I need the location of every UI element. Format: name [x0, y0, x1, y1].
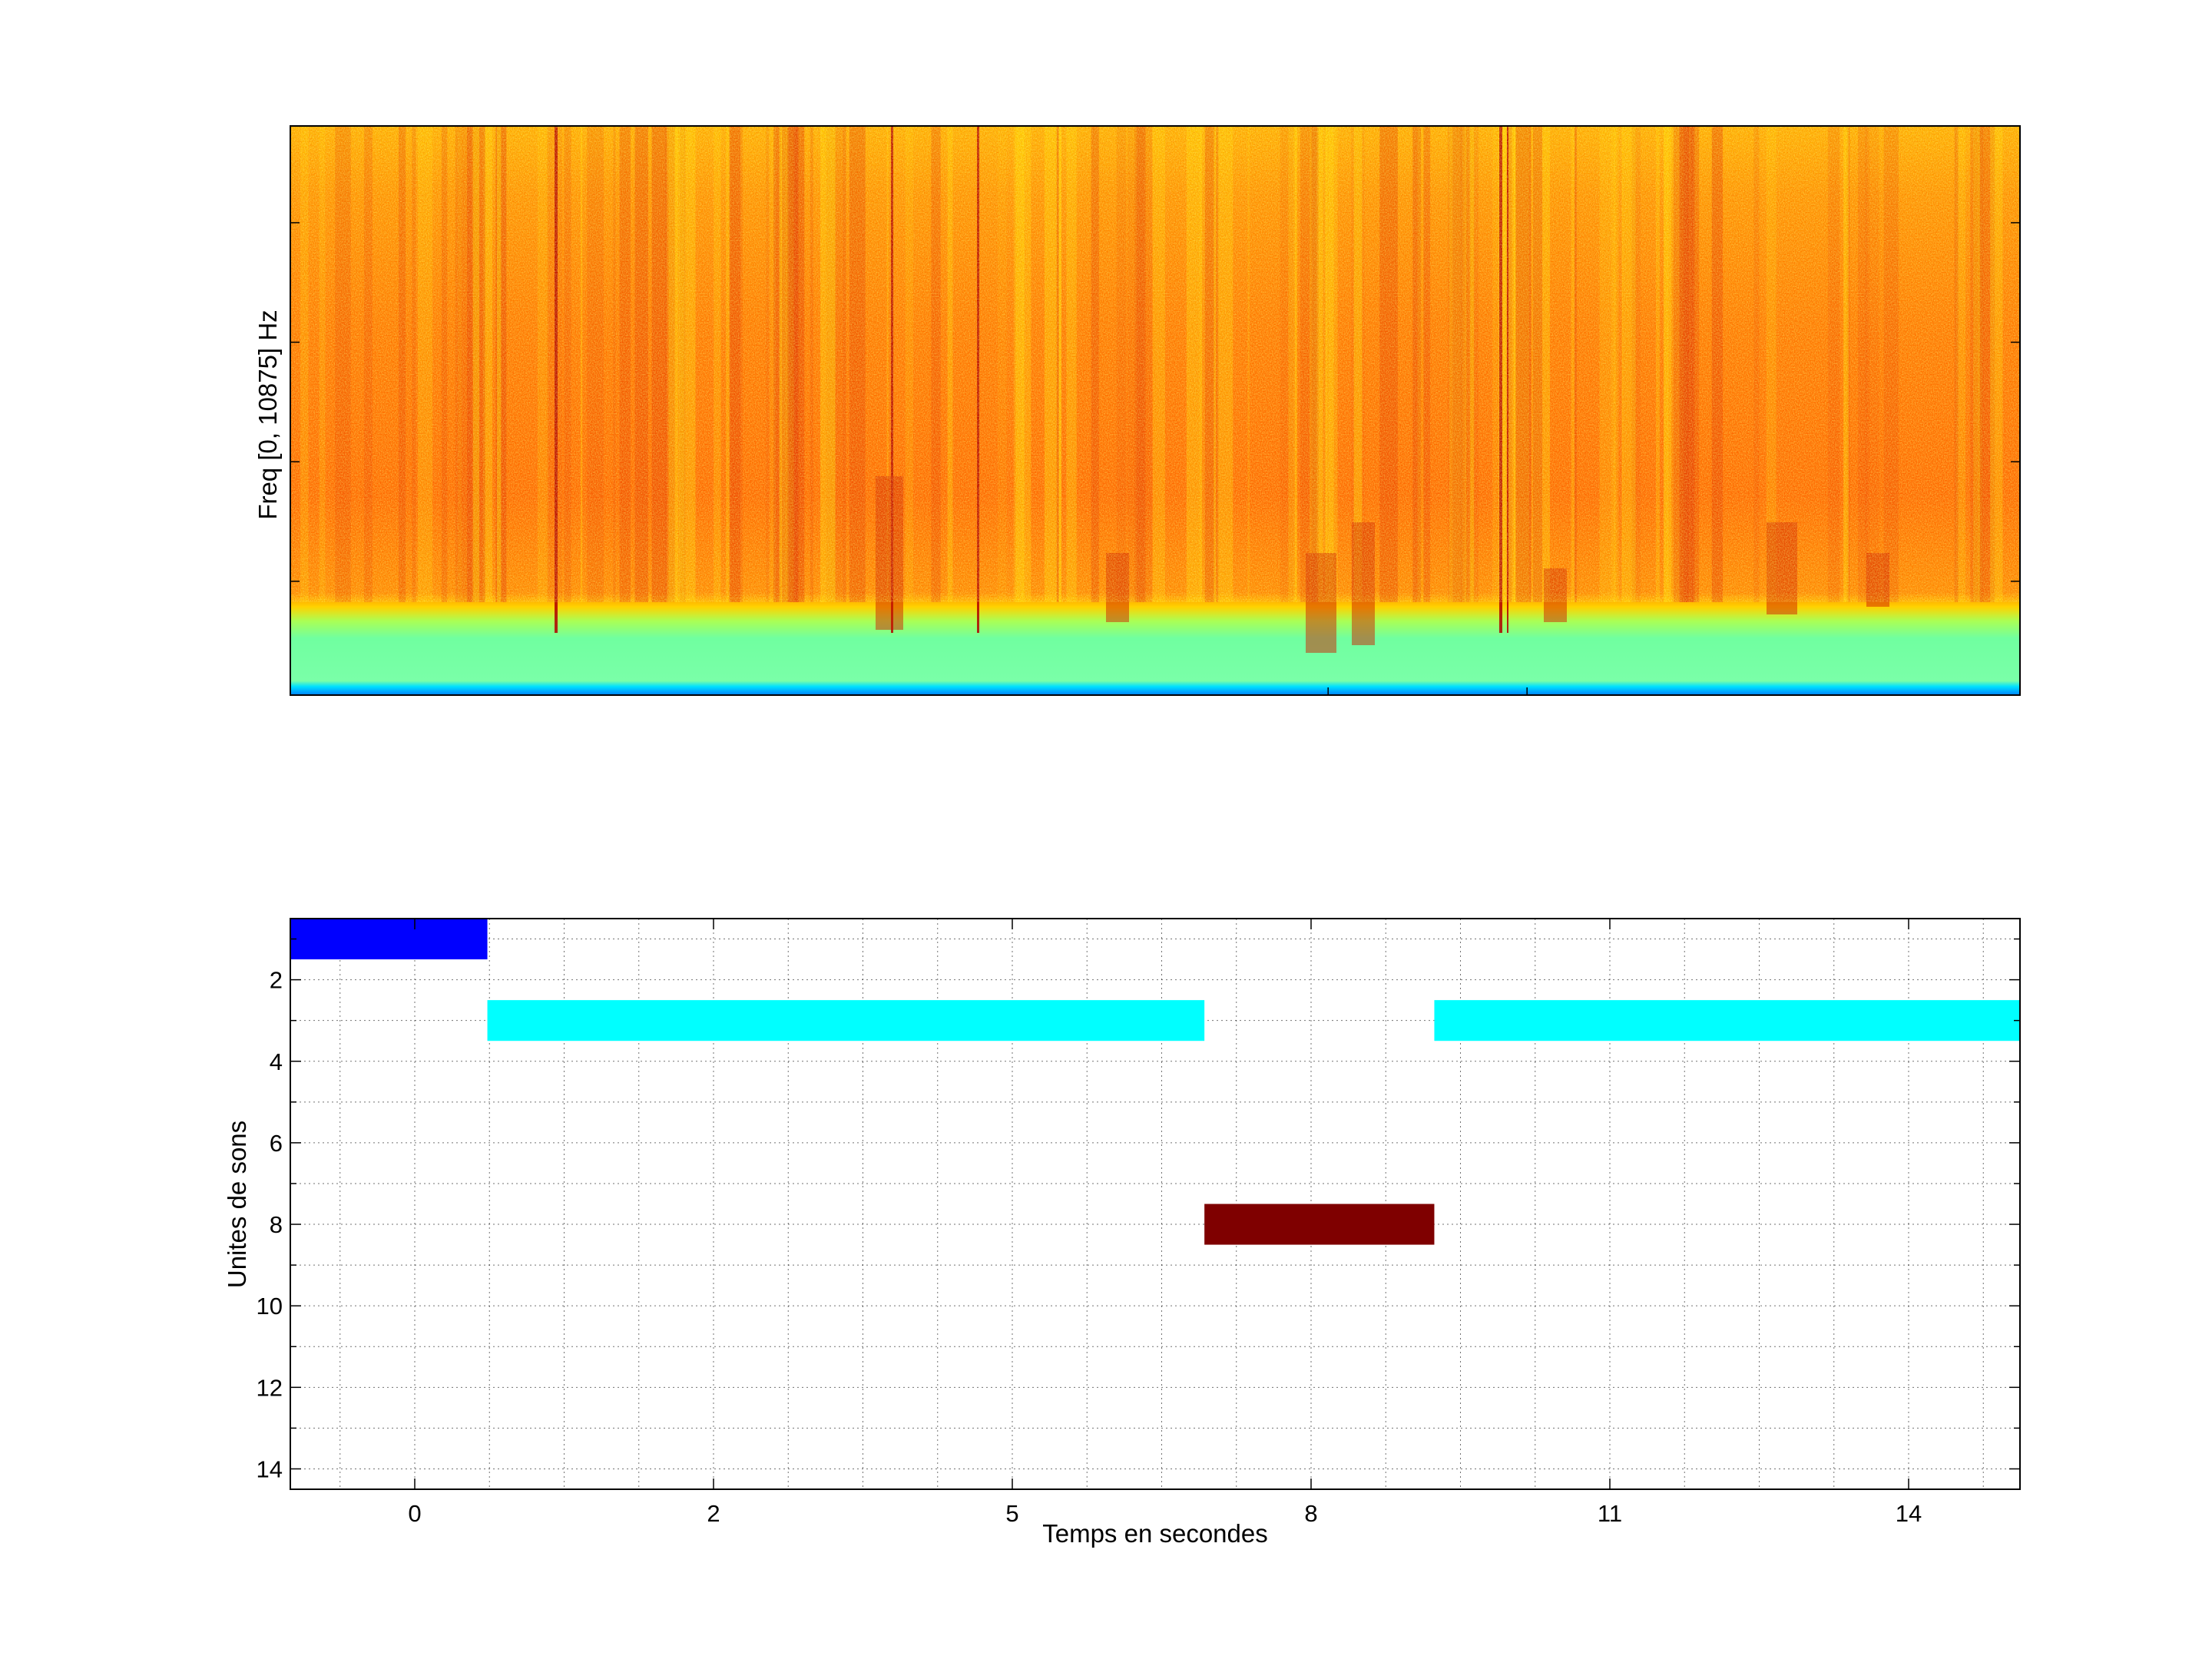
y-tick-label: 14	[257, 1455, 283, 1482]
y-tick-label: 10	[257, 1293, 283, 1320]
unit-segment-3	[1204, 1204, 1435, 1245]
x-tick-label: 0	[408, 1500, 421, 1527]
unit-segment-2	[487, 1000, 1205, 1041]
x-axis-label: Temps en secondes	[1042, 1519, 1268, 1548]
timeline-grid	[290, 919, 2020, 1489]
spectrogram-panel: Freq [0, 10875] Hz	[253, 125, 2021, 696]
timeline-frame	[290, 918, 2021, 1490]
y-tick-label: 12	[257, 1374, 283, 1401]
spectrogram-ticks	[290, 222, 2020, 695]
spectrogram-frame	[290, 125, 2021, 696]
y-axis-label: Unites de sons	[223, 1121, 251, 1288]
y-tick-label: 8	[270, 1211, 283, 1238]
unit-segment-1	[290, 919, 488, 960]
y-tick-label: 6	[270, 1130, 283, 1157]
x-tick-label: 8	[1304, 1500, 1317, 1527]
y-tick-label: 2	[270, 967, 283, 994]
x-tick-label: 5	[1005, 1500, 1018, 1527]
x-tick-labels: 0 2 5 8 11 14	[408, 1500, 1922, 1527]
x-tick-label: 14	[1896, 1500, 1922, 1527]
unit-segment-4	[1434, 1000, 2020, 1041]
x-tick-label: 11	[1598, 1500, 1622, 1527]
timeline-ticks	[290, 919, 2020, 1489]
spectrogram-texture-dark	[290, 126, 2020, 602]
spectrogram-ylabel: Freq [0, 10875] Hz	[253, 310, 282, 519]
y-tick-labels: 2 4 6 8 10 12 14	[257, 967, 283, 1483]
y-tick-label: 4	[270, 1048, 283, 1075]
timeline-panel: 0 2 5 8 11 14 2 4 6 8 10 12 14 Temps en secondes Un…	[223, 918, 2021, 1548]
timeline-bars	[290, 919, 2020, 1245]
x-tick-label: 2	[707, 1500, 720, 1527]
